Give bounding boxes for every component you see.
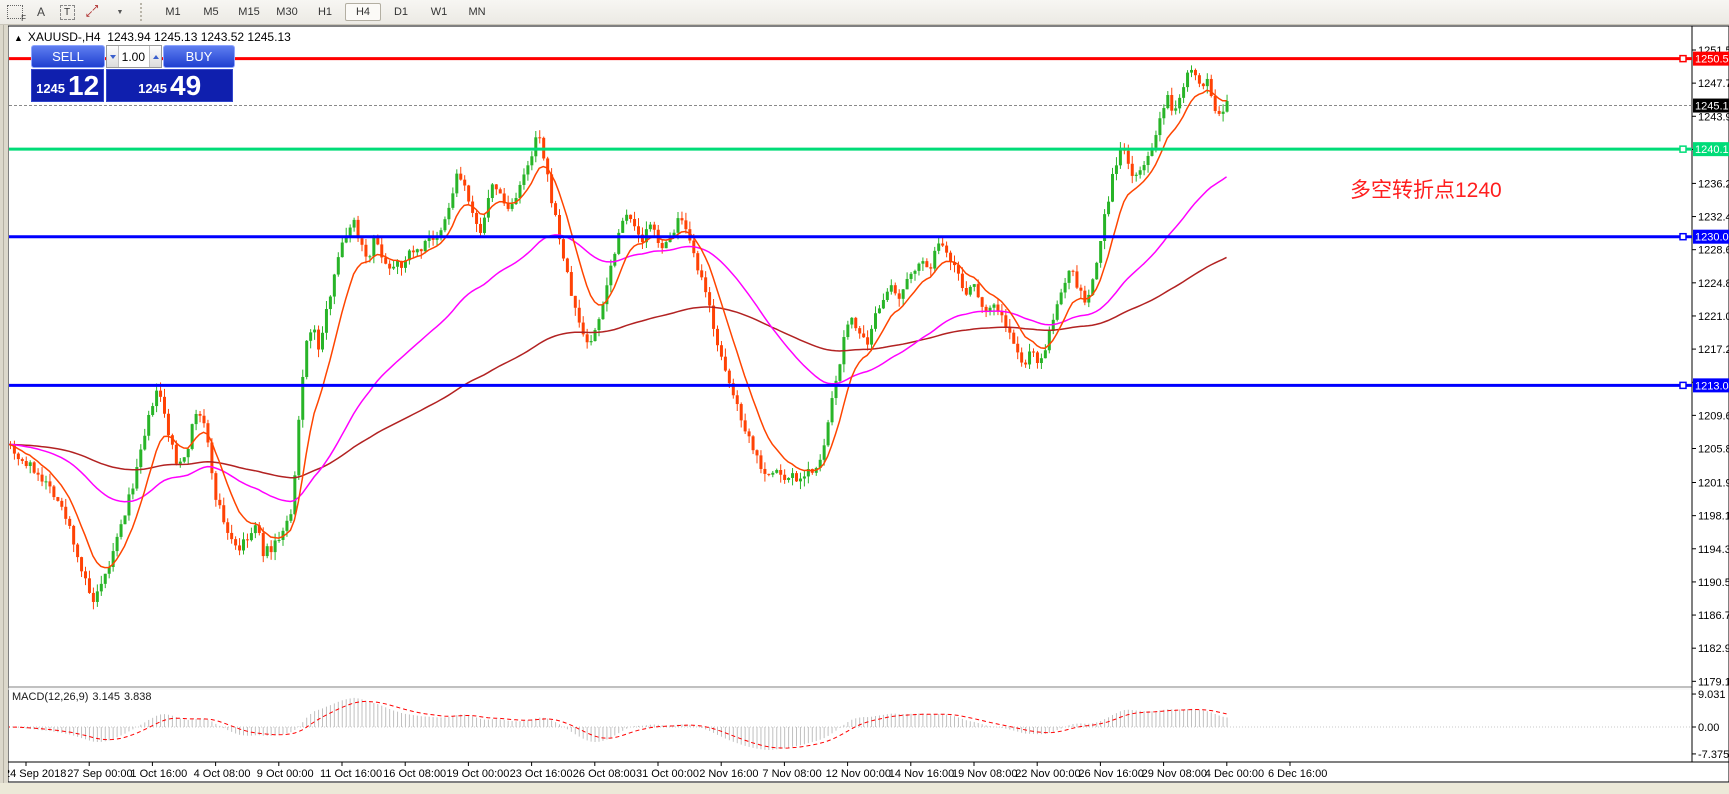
timeframe-m30-button[interactable]: M30: [276, 6, 298, 18]
svg-text:11 Oct 16:00: 11 Oct 16:00: [320, 768, 382, 780]
svg-text:26 Nov 16:00: 26 Nov 16:00: [1078, 768, 1143, 780]
svg-text:16 Oct 08:00: 16 Oct 08:00: [383, 768, 446, 780]
svg-text:31 Oct 00:00: 31 Oct 00:00: [636, 768, 699, 780]
toolbar-separator: [140, 3, 146, 21]
svg-text:14 Nov 16:00: 14 Nov 16:00: [889, 768, 954, 780]
caret-down-icon: [109, 54, 116, 59]
macd-axis: 9.031 0.00 -7.375: [1692, 689, 1729, 761]
price-line-labels: 1250.51 1240.13 1230.09 1213.04 1245.13: [1693, 51, 1729, 393]
symbol-label: XAUUSD-,H4: [27, 30, 101, 44]
toolbar: A T ↗↙ ▼ M1 M5 M15 M30 H1 H4 D1 W1 MN: [0, 0, 1729, 25]
svg-text:1250.51: 1250.51: [1695, 54, 1729, 66]
caret-up-icon: [152, 54, 159, 59]
macd-panel: [9, 697, 1692, 751]
svg-text:1205.80: 1205.80: [1698, 444, 1729, 456]
svg-text:1194.30: 1194.30: [1698, 544, 1729, 556]
arrow-tools-icon[interactable]: ↗ ↙: [85, 3, 100, 20]
sell-button[interactable]: SELL: [31, 45, 105, 68]
text-icon[interactable]: T: [56, 2, 78, 22]
volume-input[interactable]: [119, 46, 149, 67]
timeframe-w1-button[interactable]: W1: [430, 6, 448, 18]
svg-text:1245.13: 1245.13: [1695, 101, 1729, 113]
macd-name: MACD(12,26,9): [12, 691, 89, 703]
svg-text:9.031: 9.031: [1698, 689, 1726, 701]
svg-text:1190.50: 1190.50: [1698, 577, 1729, 589]
svg-text:1224.80: 1224.80: [1698, 278, 1729, 290]
text-label-icon[interactable]: A: [36, 5, 45, 19]
svg-text:1201.90: 1201.90: [1698, 478, 1729, 490]
sell-price[interactable]: 1245 12: [31, 69, 105, 102]
volume-decrease-button[interactable]: [107, 46, 119, 67]
svg-text:1243.90: 1243.90: [1698, 111, 1729, 123]
window-left-frame: [0, 25, 8, 794]
medium-ma: [9, 176, 1227, 503]
fibonacci-grid-icon[interactable]: [4, 2, 26, 23]
svg-text:7 Nov 08:00: 7 Nov 08:00: [762, 768, 821, 780]
buy-price[interactable]: 1245 49: [106, 69, 233, 102]
price-axis: 1251.501247.701243.901240.101236.201232.…: [1692, 45, 1729, 688]
svg-text:29 Nov 08:00: 29 Nov 08:00: [1142, 768, 1207, 780]
timeframe-m1-button[interactable]: M1: [165, 6, 181, 18]
svg-text:1232.40: 1232.40: [1698, 212, 1729, 224]
chart-window-frame: [7, 25, 1729, 783]
chart-annotation-text[interactable]: 多空转折点1240: [1350, 179, 1502, 202]
timeframe-h4-button[interactable]: H4: [345, 3, 381, 21]
horizontal-lines-layer: [9, 54, 1692, 390]
macd-indicator-label: MACD(12,26,9) 3.145 3.838: [12, 691, 155, 703]
volume-spinner: [106, 45, 162, 68]
fast-ma: [9, 89, 1227, 569]
svg-text:1198.10: 1198.10: [1698, 511, 1729, 523]
moving-averages-layer: [9, 89, 1227, 569]
slow-ma: [9, 256, 1227, 479]
svg-text:1182.90: 1182.90: [1698, 643, 1729, 655]
timeframe-buttons: M1 M5 M15 M30 H1 H4 D1 W1 MN: [155, 3, 495, 21]
svg-text:23 Oct 16:00: 23 Oct 16:00: [510, 768, 573, 780]
ohlc-values: 1243.94 1245.13 1243.52 1245.13: [107, 30, 291, 44]
svg-text:1186.70: 1186.70: [1698, 610, 1729, 622]
macd-value-signal: 3.838: [123, 691, 152, 703]
dropdown-caret-icon[interactable]: ▼: [116, 8, 124, 16]
svg-text:27 Sep 00:00: 27 Sep 00:00: [67, 768, 132, 780]
svg-text:12 Nov 00:00: 12 Nov 00:00: [826, 768, 891, 780]
svg-text:1247.70: 1247.70: [1698, 78, 1729, 90]
svg-text:19 Oct 00:00: 19 Oct 00:00: [446, 768, 509, 780]
svg-text:4 Oct 08:00: 4 Oct 08:00: [194, 768, 251, 780]
svg-text:4 Dec 00:00: 4 Dec 00:00: [1205, 768, 1264, 780]
svg-text:1236.20: 1236.20: [1698, 178, 1729, 190]
svg-text:1230.09: 1230.09: [1695, 232, 1729, 244]
svg-text:2 Nov 16:00: 2 Nov 16:00: [699, 768, 758, 780]
svg-text:1240.13: 1240.13: [1695, 144, 1729, 156]
svg-text:1217.20: 1217.20: [1698, 344, 1729, 356]
svg-text:1213.04: 1213.04: [1695, 380, 1729, 392]
svg-text:22 Nov 00:00: 22 Nov 00:00: [1015, 768, 1080, 780]
svg-text:24 Sep 2018: 24 Sep 2018: [4, 768, 66, 780]
volume-increase-button[interactable]: [149, 46, 161, 67]
svg-text:1228.60: 1228.60: [1698, 245, 1729, 257]
background-windows-strip: [0, 783, 1729, 794]
timeframe-mn-button[interactable]: MN: [468, 6, 486, 18]
svg-text:1221.00: 1221.00: [1698, 311, 1729, 323]
macd-value-main: 3.145: [92, 691, 120, 703]
collapse-arrow-icon[interactable]: ▲: [14, 33, 23, 43]
svg-text:26 Oct 08:00: 26 Oct 08:00: [573, 768, 636, 780]
svg-text:1 Oct 16:00: 1 Oct 16:00: [130, 768, 187, 780]
timeframe-d1-button[interactable]: D1: [393, 6, 409, 18]
time-axis: 24 Sep 2018 27 Sep 00:001 Oct 16:00 4 Oct …: [4, 762, 1327, 780]
svg-text:0.00: 0.00: [1698, 722, 1719, 734]
svg-text:9 Oct 00:00: 9 Oct 00:00: [257, 768, 314, 780]
chart-ohlc-header: ▲ XAUUSD-,H4 1243.94 1245.13 1243.52 1245…: [14, 30, 291, 44]
svg-text:1209.60: 1209.60: [1698, 410, 1729, 422]
svg-text:1179.10: 1179.10: [1698, 676, 1729, 688]
timeframe-m15-button[interactable]: M15: [238, 6, 260, 18]
buy-button[interactable]: BUY: [163, 45, 235, 68]
timeframe-h1-button[interactable]: H1: [317, 6, 333, 18]
timeframe-m5-button[interactable]: M5: [203, 6, 219, 18]
svg-text:19 Nov 08:00: 19 Nov 08:00: [952, 768, 1017, 780]
svg-text:6 Dec 16:00: 6 Dec 16:00: [1268, 768, 1327, 780]
svg-text:-7.375: -7.375: [1698, 749, 1729, 761]
